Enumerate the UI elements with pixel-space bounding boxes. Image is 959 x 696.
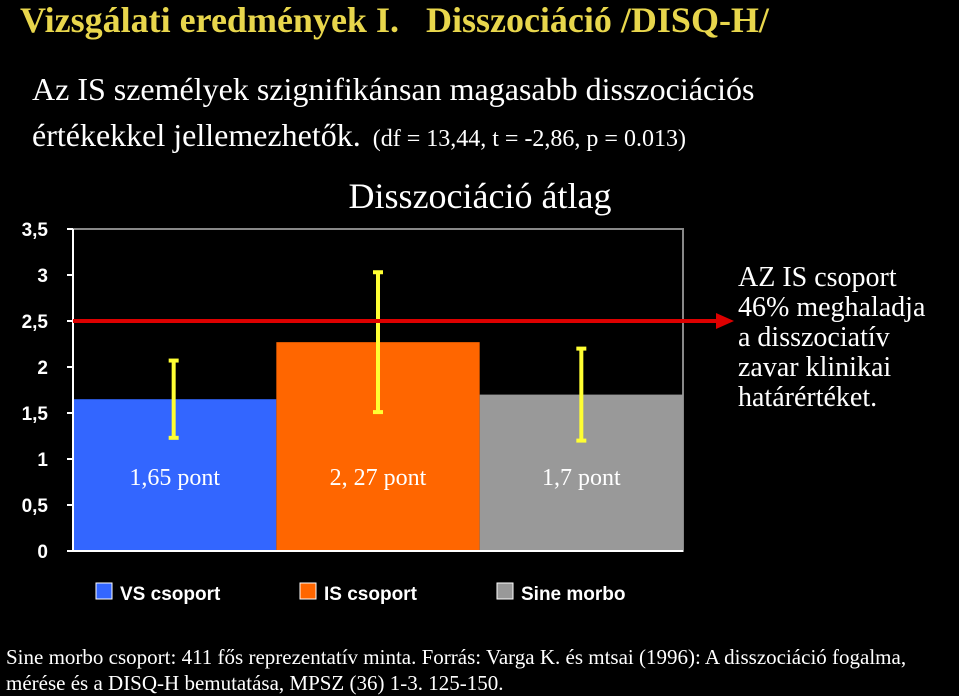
subtitle-part: értékekkel jellemezhetők. (32, 117, 361, 153)
value-label: 1,7 pont (542, 465, 621, 491)
value-label: 1,65 pont (129, 465, 220, 491)
annotation: határértéket. (738, 382, 877, 413)
y-tick-label: 2 (37, 358, 48, 379)
stats: (df = 13,44, t = -2,86, p = 0.013) (373, 126, 686, 152)
y-tick-label: 1,5 (22, 404, 49, 425)
footnote: Sine morbo csoport: 411 fős reprezentatí… (6, 645, 906, 669)
y-tick-label: 3 (37, 266, 48, 287)
slide-title: Vizsgálati eredmények I. Disszociáció /D… (20, 0, 770, 40)
legend-swatch (496, 582, 514, 600)
legend-label: VS csoport (120, 584, 221, 605)
value-label: 2, 27 pont (330, 465, 427, 491)
legend-label: IS csoport (324, 584, 418, 605)
footnote: mérése és a DISQ-H bemutatása, MPSZ (36)… (6, 671, 503, 695)
y-tick-label: 3,5 (22, 220, 49, 241)
threshold-arrow (716, 313, 734, 329)
legend-swatch (299, 582, 317, 600)
y-tick-label: 0,5 (22, 496, 49, 517)
y-tick-label: 2,5 (22, 312, 49, 333)
subtitle: Az IS személyek szignifikánsan magasabb … (32, 71, 754, 107)
legend-label: Sine morbo (521, 584, 626, 605)
y-tick-label: 1 (37, 450, 48, 471)
chart-title: Disszociáció átlag (349, 176, 612, 216)
subtitle: értékekkel jellemezhetők. (df = 13,44, t … (32, 117, 686, 153)
y-tick-label: 0 (37, 542, 48, 563)
annotation: 46% meghaladja (738, 292, 926, 323)
annotation: zavar klinikai (738, 352, 891, 383)
legend-swatch (95, 582, 113, 600)
annotation: AZ IS csoport (738, 262, 897, 293)
annotation: a disszociatív (738, 322, 890, 353)
